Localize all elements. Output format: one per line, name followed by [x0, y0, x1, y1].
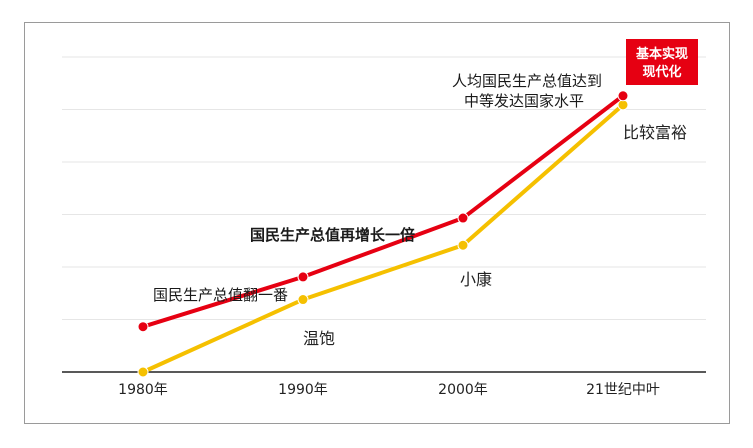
data-point — [297, 271, 309, 283]
annotation-21c-above-line1: 人均国民生产总值达到 — [452, 72, 602, 90]
series-group — [137, 90, 629, 378]
annotation-1990-above: 国民生产总值翻一番 — [153, 286, 288, 304]
annotation-2000-above: 国民生产总值再增长一倍 — [250, 226, 415, 244]
x-tick-label: 1980年 — [118, 382, 168, 398]
grid-lines — [62, 56, 706, 320]
x-tick-label: 2000年 — [438, 382, 488, 398]
annotation-21c-above-line2: 中等发达国家水平 — [464, 92, 584, 110]
modernization-badge: 基本实现 现代化 — [626, 39, 698, 85]
annotation-2000-below: 小康 — [460, 270, 492, 289]
data-point — [137, 321, 149, 333]
series-line — [142, 103, 625, 374]
series-line — [142, 94, 625, 329]
data-point — [457, 212, 469, 224]
chart-frame — [24, 22, 730, 424]
annotation-21c-below: 比较富裕 — [623, 123, 687, 142]
x-tick-label: 1990年 — [278, 382, 328, 398]
annotation-1990-below: 温饱 — [303, 329, 335, 348]
data-point — [457, 239, 469, 251]
data-point — [137, 366, 149, 378]
data-point — [617, 90, 629, 102]
data-point — [297, 294, 309, 306]
x-tick-labels: 1980年 1990年 2000年 21世纪中叶 — [118, 382, 660, 398]
badge-line1: 基本实现 — [635, 46, 688, 62]
data-point — [617, 99, 629, 111]
badge-background — [626, 39, 698, 85]
badge-line2: 现代化 — [642, 64, 681, 80]
x-tick-label: 21世纪中叶 — [586, 382, 660, 398]
